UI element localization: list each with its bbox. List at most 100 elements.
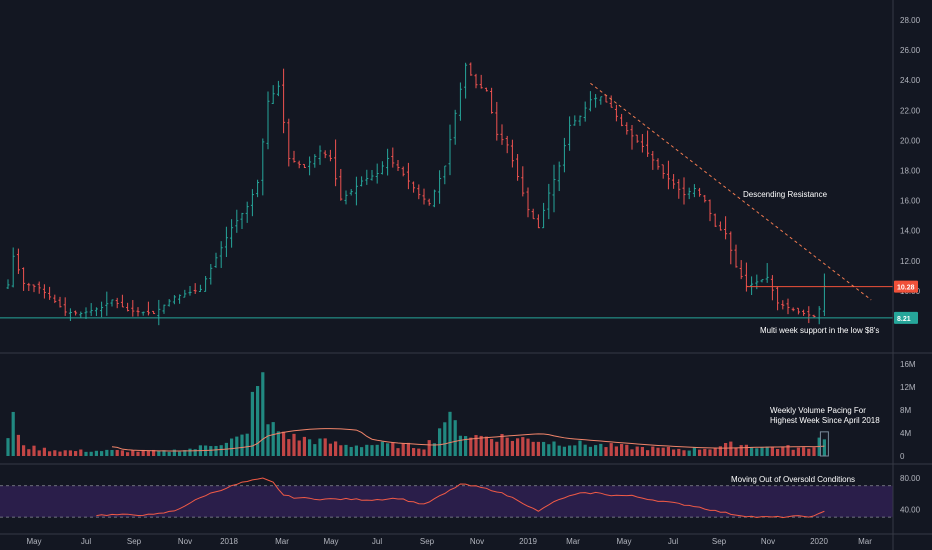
rsi-line <box>96 477 825 519</box>
volume-bar <box>380 441 384 456</box>
volume-bar <box>6 438 10 456</box>
volume-tick-label: 4M <box>900 429 911 438</box>
volume-bar <box>458 435 462 456</box>
x-axis-label: Sep <box>712 537 727 546</box>
volume-bar <box>136 451 140 456</box>
x-axis-label: Jul <box>668 537 678 546</box>
volume-bar <box>651 446 655 456</box>
support-tag <box>894 311 918 324</box>
volume-bar <box>48 451 52 456</box>
price-tick-label: 24.00 <box>900 76 921 85</box>
volume-bar <box>266 424 270 456</box>
volume-bar <box>438 428 442 456</box>
x-axis-label: Nov <box>761 537 775 546</box>
x-axis-label: Jul <box>372 537 382 546</box>
volume-bar <box>105 449 109 456</box>
volume-group <box>6 372 829 457</box>
volume-bar <box>219 445 223 456</box>
volume-bar <box>11 411 15 456</box>
volume-bar <box>354 445 358 456</box>
volume-bar <box>479 435 483 456</box>
volume-bar <box>63 450 67 456</box>
volume-tick-label: 8M <box>900 406 911 415</box>
volume-bar <box>32 445 36 456</box>
volume-bar <box>282 431 286 456</box>
volume-bar <box>578 440 582 456</box>
volume-bar <box>214 445 218 456</box>
volume-bar <box>427 440 431 456</box>
volume-bar <box>739 445 743 456</box>
volume-bar <box>349 446 353 456</box>
volume-bar <box>157 450 161 456</box>
x-axis-label: Sep <box>420 537 435 546</box>
volume-bar <box>536 441 540 456</box>
volume-bar <box>822 439 826 456</box>
volume-bar <box>89 451 93 456</box>
x-axis-label: Mar <box>858 537 872 546</box>
volume-bar <box>791 449 795 456</box>
price-tick-label: 26.00 <box>900 46 921 55</box>
price-tick-label: 20.00 <box>900 136 921 145</box>
volume-bar <box>240 434 244 456</box>
volume-bar <box>334 441 338 456</box>
volume-bar <box>484 436 488 456</box>
volume-bar <box>375 444 379 456</box>
lines-group <box>0 82 893 519</box>
volume-bar <box>115 449 119 456</box>
volume-bar <box>698 449 702 456</box>
volume-bar <box>573 445 577 456</box>
volume-bar <box>812 447 816 456</box>
volume-tick-label: 0 <box>900 452 905 461</box>
volume-bar <box>557 445 561 456</box>
volume-bar <box>469 437 473 456</box>
volume-bar <box>781 446 785 456</box>
volume-bar <box>760 446 764 456</box>
volume-bar <box>235 436 239 456</box>
volume-bar <box>588 446 592 456</box>
volume-bar <box>344 444 348 456</box>
volume-bar <box>297 440 301 456</box>
volume-bar <box>68 450 72 456</box>
annotations-group: Descending Resistance Multi week support … <box>731 190 880 484</box>
volume-bar <box>770 447 774 456</box>
volume-bar <box>656 447 660 456</box>
candles-group <box>6 62 826 326</box>
volume-bar <box>625 444 629 456</box>
price-tick-label: 16.00 <box>900 197 921 206</box>
volume-bar <box>677 448 681 456</box>
volume-bar <box>568 445 572 456</box>
annotation-support: Multi week support in the low $8's <box>760 326 879 335</box>
volume-bar <box>443 422 447 456</box>
volume-bar <box>401 443 405 456</box>
volume-bar <box>692 446 696 456</box>
volume-bar <box>432 443 436 456</box>
rsi-tick-label: 40.00 <box>900 505 921 514</box>
volume-bar <box>620 444 624 456</box>
volume-bar <box>734 447 738 456</box>
volume-bar <box>188 448 192 456</box>
price-tick-label: 18.00 <box>900 167 921 176</box>
price-tick-label: 22.00 <box>900 106 921 115</box>
volume-bar <box>391 442 395 456</box>
resistance-tag <box>894 280 918 293</box>
annotation-descending: Descending Resistance <box>743 190 828 199</box>
annotation-volume1: Weekly Volume Pacing For <box>770 406 866 415</box>
volume-bar <box>328 443 332 456</box>
volume-bar <box>552 441 556 456</box>
volume-bar <box>131 450 135 456</box>
volume-bar <box>640 446 644 456</box>
volume-bar <box>526 438 530 456</box>
volume-bar <box>167 451 171 456</box>
volume-bar <box>796 447 800 456</box>
volume-bar <box>146 450 150 456</box>
volume-bar <box>505 437 509 456</box>
volume-bar <box>708 449 712 456</box>
volume-bar <box>110 450 114 456</box>
volume-bar <box>495 441 499 456</box>
volume-bar <box>365 444 369 456</box>
volume-highlight-box <box>819 431 829 457</box>
volume-bar <box>521 437 525 456</box>
volume-bar <box>152 449 156 456</box>
volume-bar <box>141 449 145 456</box>
